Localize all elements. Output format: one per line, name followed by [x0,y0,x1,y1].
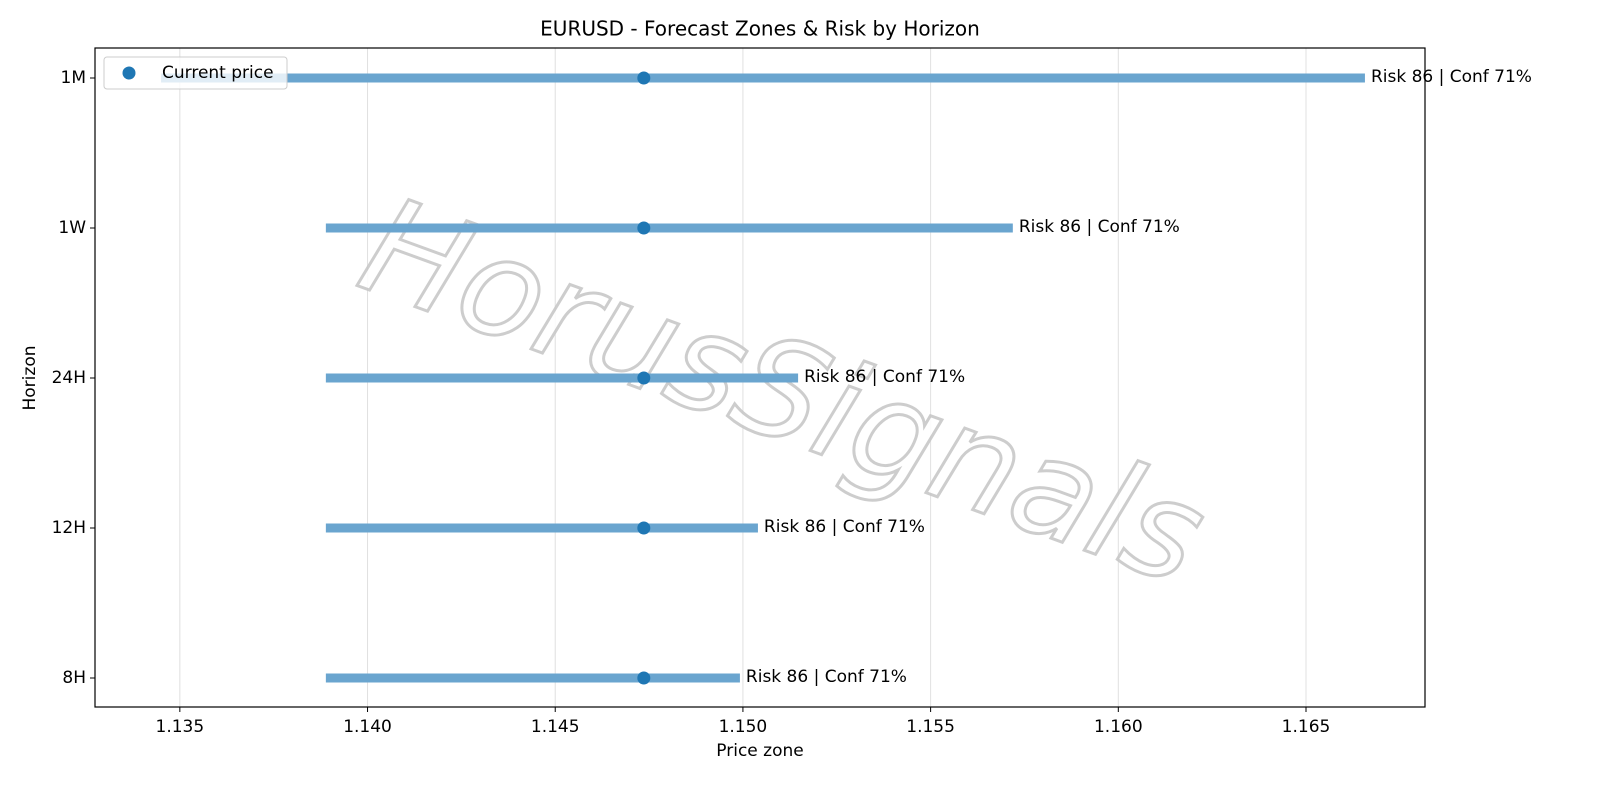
x-tick-label: 1.150 [719,717,768,737]
y-tick-label: 1W [58,218,86,238]
x-tick-label: 1.155 [906,717,955,737]
legend-box [103,56,288,90]
range-bar [161,73,1365,83]
legend-label: Current price [162,63,274,83]
y-axis-label: Horizon [20,346,40,411]
x-tick-label: 1.135 [156,717,205,737]
current-price-dot [637,371,651,385]
x-tick-label: 1.145 [531,717,580,737]
y-tick-label: 12H [52,518,86,538]
chart-title: EURUSD - Forecast Zones & Risk by Horizo… [540,17,980,41]
current-price-dot [637,71,651,85]
x-tick-label: 1.160 [1094,717,1143,737]
y-tick-label: 24H [52,368,86,388]
x-tick-label: 1.140 [343,717,392,737]
x-tick-label: 1.165 [1282,717,1331,737]
annotation: Risk 86 | Conf 71% [1371,67,1532,87]
current-price-dot [637,671,651,685]
range-bar [325,223,1013,233]
current-price-dot [637,221,651,235]
legend-marker [122,66,136,80]
plot-frame [94,47,1426,708]
annotation: Risk 86 | Conf 71% [764,517,925,537]
annotation: Risk 86 | Conf 71% [746,667,907,687]
x-axis-label: Price zone [716,741,803,761]
range-bar [325,373,799,383]
annotation: Risk 86 | Conf 71% [804,367,965,387]
current-price-dot [637,521,651,535]
y-tick-label: 8H [62,668,86,688]
range-bar [325,523,758,533]
range-bar [325,673,740,683]
annotation: Risk 86 | Conf 71% [1019,217,1180,237]
y-tick-label: 1M [61,68,86,88]
